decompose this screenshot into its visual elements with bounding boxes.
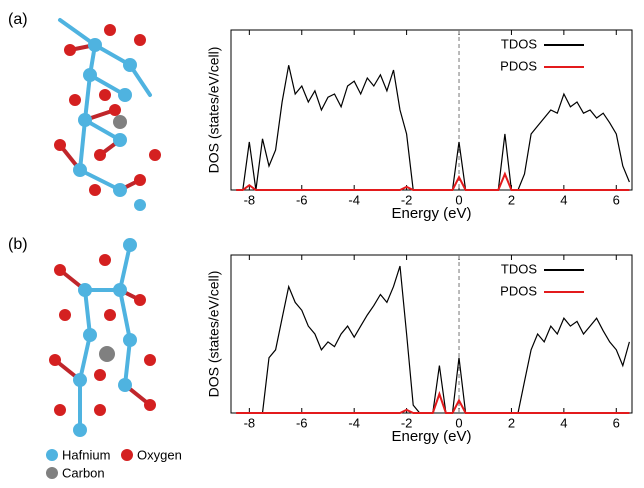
oxygen-swatch <box>121 449 133 461</box>
legend-carbon: Carbon <box>62 465 105 480</box>
plot-frame <box>231 255 632 413</box>
x-tick-label: -4 <box>348 192 360 207</box>
legend-label: TDOS <box>501 261 537 276</box>
legend-label: PDOS <box>500 283 537 298</box>
panel-label: (a) <box>8 11 28 28</box>
structure-b <box>49 238 156 437</box>
plot-frame <box>231 30 632 190</box>
dos-line <box>236 266 629 413</box>
x-tick-label: 6 <box>613 415 620 430</box>
x-axis-label: Energy (eV) <box>391 428 471 445</box>
panel-label: (b) <box>8 236 28 253</box>
x-tick-label: 4 <box>560 192 567 207</box>
legend-label: PDOS <box>500 58 537 73</box>
hafnium-swatch <box>46 449 58 461</box>
x-tick-label: 6 <box>613 192 620 207</box>
dos-line <box>236 394 629 413</box>
legend-hafnium: Hafnium <box>62 447 110 462</box>
carbon-swatch <box>46 467 58 479</box>
x-tick-label: -4 <box>348 415 360 430</box>
x-tick-label: -8 <box>244 192 256 207</box>
dos-line <box>236 65 629 190</box>
legend-label: TDOS <box>501 36 537 51</box>
figure: Hafnium Oxygen Carbon (a)-8-6-4-20246TDO… <box>0 0 644 483</box>
x-tick-label: -6 <box>296 192 308 207</box>
legend-oxygen: Oxygen <box>137 447 182 462</box>
x-tick-label: 2 <box>508 415 515 430</box>
x-tick-label: -6 <box>296 415 308 430</box>
dos-line <box>236 174 629 190</box>
x-tick-label: 2 <box>508 192 515 207</box>
y-axis-label: DOS (states/eV/cell) <box>206 271 222 398</box>
structure-a <box>54 20 161 211</box>
x-tick-label: 4 <box>560 415 567 430</box>
y-axis-label: DOS (states/eV/cell) <box>206 47 222 174</box>
x-axis-label: Energy (eV) <box>391 205 471 222</box>
x-tick-label: -8 <box>244 415 256 430</box>
